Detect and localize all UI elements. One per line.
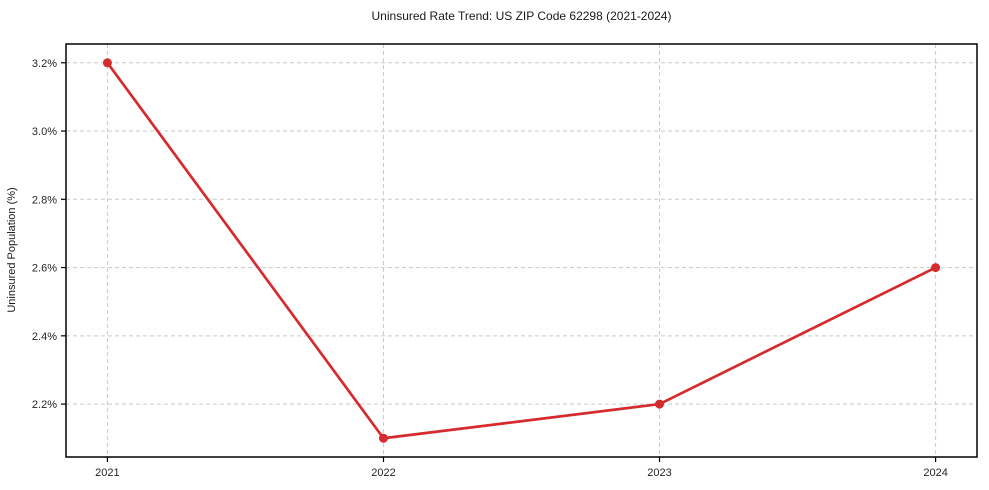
plot-border — [65, 43, 978, 458]
y-tick-label: 3.0% — [32, 126, 57, 138]
data-point-marker — [931, 263, 941, 273]
x-tick-label: 2021 — [95, 467, 119, 479]
y-tick-label: 3.2% — [32, 58, 57, 70]
y-tick-label: 2.8% — [32, 194, 57, 206]
x-tick-label: 2022 — [371, 467, 395, 479]
data-point-marker — [102, 58, 112, 68]
trend-line — [106, 61, 937, 440]
y-tick-label: 2.6% — [32, 263, 57, 275]
y-tick-label: 2.4% — [32, 331, 57, 343]
y-axis-label: Uninsured Population (%) — [6, 187, 18, 312]
data-point-marker — [655, 399, 665, 409]
data-point-marker — [378, 433, 388, 443]
x-tick-label: 2023 — [647, 467, 671, 479]
x-tick-label: 2024 — [923, 467, 947, 479]
y-tick-label: 2.2% — [32, 399, 57, 411]
chart-title: Uninsured Rate Trend: US ZIP Code 62298 … — [371, 9, 672, 23]
